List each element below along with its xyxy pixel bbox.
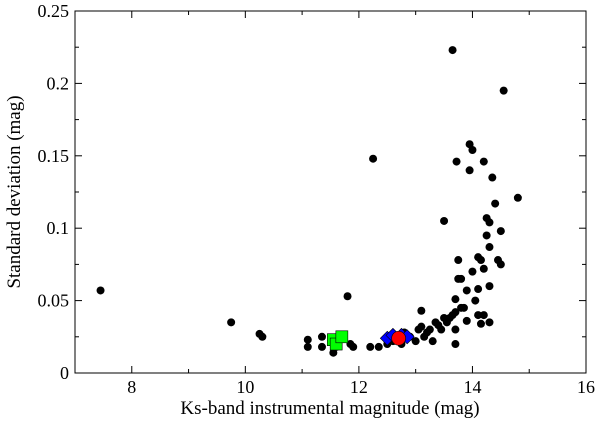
y-tick-label: 0.25 — [38, 1, 70, 21]
y-tick-label: 0.2 — [47, 73, 70, 93]
data-point-square — [335, 330, 349, 344]
data-point — [96, 286, 105, 295]
x-tick-label: 16 — [577, 377, 595, 397]
data-point — [496, 260, 505, 269]
x-tick-label: 12 — [350, 377, 368, 397]
data-point — [258, 332, 267, 341]
data-point — [482, 231, 491, 240]
data-point — [474, 311, 483, 320]
x-tick-label: 10 — [236, 377, 254, 397]
data-point — [459, 303, 468, 312]
data-point — [317, 332, 326, 341]
data-point — [317, 342, 326, 351]
data-point — [366, 342, 375, 351]
data-point — [468, 146, 477, 155]
data-point — [227, 318, 236, 327]
data-point — [428, 337, 437, 346]
data-point — [471, 296, 480, 305]
data-point — [451, 295, 460, 304]
data-point — [479, 157, 488, 166]
data-point — [454, 256, 463, 265]
data-point — [468, 267, 477, 276]
data-point — [440, 216, 449, 225]
data-point — [369, 154, 378, 163]
data-point-large — [391, 330, 406, 346]
data-point — [479, 311, 488, 320]
data-point — [417, 306, 426, 315]
data-point — [485, 218, 494, 227]
data-point — [374, 342, 383, 351]
x-tick-label: 8 — [127, 377, 136, 397]
data-point — [485, 282, 494, 291]
data-point — [437, 325, 446, 334]
data-point — [411, 337, 420, 346]
y-tick-label: 0.05 — [38, 291, 70, 311]
data-point — [343, 292, 352, 301]
plot-frame — [74, 10, 587, 374]
data-point — [457, 274, 466, 283]
data-point — [451, 325, 460, 334]
data-point — [465, 166, 474, 175]
data-point — [496, 227, 505, 236]
data-point — [303, 342, 312, 351]
data-point — [303, 335, 312, 344]
data-point — [491, 199, 500, 208]
x-axis-label: Ks-band instrumental magnitude (mag) — [180, 398, 479, 419]
data-point — [417, 322, 426, 331]
data-point — [488, 173, 497, 182]
data-point — [452, 157, 461, 166]
data-point — [451, 340, 460, 349]
data-point — [448, 46, 457, 55]
data-point — [485, 318, 494, 327]
data-point — [425, 325, 434, 334]
data-point — [349, 342, 358, 351]
data-point — [499, 86, 508, 95]
y-axis-label: Standard deviation (mag) — [4, 95, 25, 288]
data-point — [476, 319, 485, 328]
data-point — [513, 193, 522, 202]
data-point — [451, 308, 460, 317]
data-point — [462, 286, 471, 295]
y-tick-label: 0 — [60, 363, 69, 383]
data-point — [474, 285, 483, 294]
x-tick-label: 14 — [463, 377, 481, 397]
data-point — [485, 243, 494, 252]
data-point — [462, 316, 471, 325]
data-point — [476, 256, 485, 265]
data-point — [479, 264, 488, 273]
y-tick-label: 0.1 — [47, 218, 70, 238]
y-tick-label: 0.15 — [38, 146, 70, 166]
